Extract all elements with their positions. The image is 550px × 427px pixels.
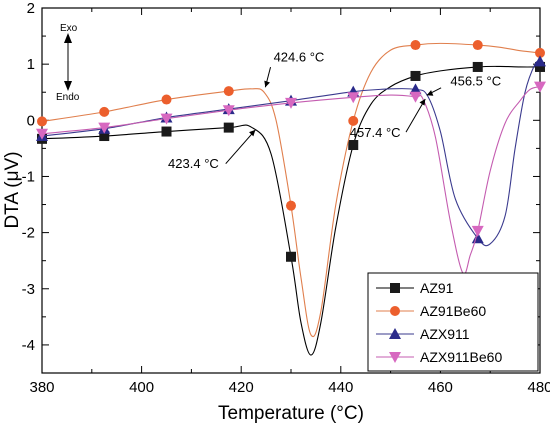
legend-entry: AZ91Be60: [376, 303, 486, 319]
series-azx911be60: [36, 81, 546, 275]
data-point: [286, 251, 296, 262]
temperature-annotation: 424.6 °C: [264, 49, 325, 88]
axis-ticks: 380 400 420 440 460 480 -4 -3 -2 -1 0 1 2: [22, 0, 550, 396]
x-tick-label: 380: [29, 379, 54, 396]
legend-entry: AZX911: [376, 326, 470, 342]
data-point: [535, 61, 545, 72]
legend-entry: AZ91: [376, 280, 454, 296]
data-point: [348, 115, 359, 126]
series-az91be60: [37, 40, 545, 338]
y-axis-title: DTA (μV): [2, 151, 23, 228]
data-point: [161, 126, 172, 137]
series-line: [41, 86, 541, 275]
annotation-arrow-head: [419, 98, 426, 106]
x-tick-label: 440: [328, 379, 353, 396]
annotation-label: 423.4 °C: [168, 156, 219, 171]
temperature-annotation: 457.4 °C: [350, 98, 426, 140]
endo-arrow-head: [64, 81, 72, 91]
data-point: [534, 81, 546, 93]
y-tick-label: -1: [22, 168, 35, 185]
series-line: [41, 65, 541, 356]
legend-label: AZX911: [420, 326, 470, 342]
data-point: [348, 140, 359, 151]
exo-endo-indicator: Exo Endo: [56, 23, 80, 103]
data-point: [471, 225, 484, 237]
annotation-arrow-line: [225, 129, 256, 165]
data-point: [222, 105, 235, 117]
annotation-layer: 424.6 °C 423.4 °C 456.5 °C 457.4 °C: [168, 49, 501, 171]
annotation-label: 457.4 °C: [350, 125, 401, 140]
exo-arrow-head: [64, 33, 72, 43]
y-tick-label: -3: [22, 281, 35, 298]
y-tick-label: 0: [27, 112, 35, 129]
series-line: [41, 60, 541, 247]
data-point: [535, 47, 545, 58]
legend-entry: AZX911Be60: [376, 349, 502, 365]
data-point: [286, 200, 296, 211]
legend-marker: [390, 283, 400, 293]
annotation-arrow-line: [405, 98, 426, 133]
y-tick-label: 1: [27, 56, 35, 73]
data-point: [99, 131, 110, 142]
data-point: [409, 91, 422, 103]
data-point: [472, 61, 483, 72]
series-line: [41, 42, 541, 338]
y-tick-label: 2: [27, 0, 35, 17]
legend-marker: [389, 328, 401, 339]
legend-label: AZX911Be60: [420, 349, 502, 365]
legend: AZ91 AZ91Be60 AZX911 AZX911Be60: [367, 272, 539, 372]
x-axis-title: Temperature (°C): [218, 403, 364, 424]
data-point: [472, 40, 483, 51]
annotation-arrow-head: [426, 90, 434, 96]
data-point: [37, 116, 47, 127]
temperature-annotation: 423.4 °C: [168, 129, 256, 171]
annotation-label: 456.5 °C: [450, 73, 501, 88]
series-layer: [36, 40, 546, 356]
annotation-arrow-head: [264, 80, 270, 88]
annotation-label: 424.6 °C: [274, 49, 325, 64]
x-tick-label: 460: [428, 379, 453, 396]
endo-label: Endo: [56, 92, 80, 103]
data-point: [161, 94, 172, 105]
data-point: [410, 40, 421, 51]
data-point: [534, 55, 546, 67]
data-point: [409, 83, 422, 95]
data-point: [285, 97, 297, 109]
data-point: [223, 86, 234, 97]
data-point: [223, 122, 234, 133]
legend-label: AZ91: [420, 280, 454, 296]
x-tick-label: 400: [129, 379, 154, 396]
x-tick-label: 420: [229, 379, 254, 396]
y-tick-label: -4: [22, 337, 35, 354]
data-point: [347, 92, 360, 104]
data-point: [410, 70, 421, 81]
legend-marker: [390, 306, 400, 316]
annotation-arrow-head: [249, 129, 256, 137]
y-tick-label: -2: [22, 225, 35, 242]
legend-marker: [389, 352, 401, 363]
data-point: [99, 106, 110, 117]
temperature-annotation: 456.5 °C: [426, 73, 501, 96]
data-point: [36, 128, 48, 140]
legend-label: AZ91Be60: [420, 303, 486, 319]
data-point: [160, 113, 173, 125]
exo-label: Exo: [60, 23, 78, 34]
x-tick-label: 480: [527, 379, 550, 396]
data-point: [98, 122, 111, 134]
